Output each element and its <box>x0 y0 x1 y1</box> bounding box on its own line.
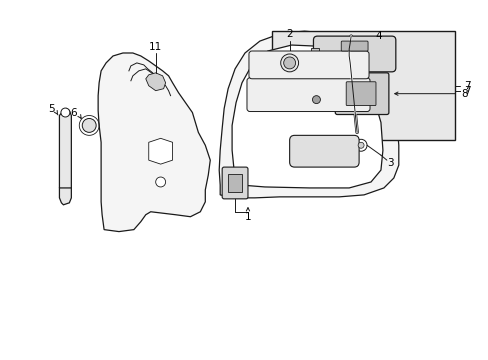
Text: 8: 8 <box>460 89 467 99</box>
Polygon shape <box>219 31 398 198</box>
Text: 1: 1 <box>244 212 251 222</box>
Polygon shape <box>60 109 71 188</box>
Polygon shape <box>148 138 172 164</box>
FancyBboxPatch shape <box>222 167 247 199</box>
FancyBboxPatch shape <box>248 51 368 79</box>
FancyBboxPatch shape <box>335 73 388 114</box>
Polygon shape <box>60 185 71 205</box>
FancyBboxPatch shape <box>246 78 369 112</box>
Polygon shape <box>232 45 382 188</box>
FancyBboxPatch shape <box>341 41 367 51</box>
Circle shape <box>280 54 298 72</box>
Circle shape <box>312 96 320 104</box>
Text: 11: 11 <box>149 42 162 52</box>
Bar <box>309 93 323 107</box>
Bar <box>311 48 319 62</box>
Circle shape <box>354 139 366 151</box>
Text: 7: 7 <box>463 86 469 96</box>
Text: 3: 3 <box>387 158 393 168</box>
Bar <box>228 174 242 192</box>
Polygon shape <box>98 53 210 231</box>
Circle shape <box>82 118 96 132</box>
Text: 2: 2 <box>286 29 292 39</box>
Circle shape <box>61 108 70 117</box>
Text: 5: 5 <box>48 104 55 113</box>
Text: 4: 4 <box>375 31 382 41</box>
Circle shape <box>357 142 364 148</box>
FancyBboxPatch shape <box>313 36 395 72</box>
Text: 9: 9 <box>289 90 295 100</box>
Circle shape <box>283 57 295 69</box>
FancyBboxPatch shape <box>289 135 358 167</box>
Text: 6: 6 <box>70 108 77 117</box>
Polygon shape <box>145 73 165 91</box>
Circle shape <box>155 177 165 187</box>
Text: 7: 7 <box>463 81 469 91</box>
Bar <box>271 31 454 140</box>
FancyBboxPatch shape <box>346 82 375 105</box>
Text: 10: 10 <box>284 95 297 105</box>
